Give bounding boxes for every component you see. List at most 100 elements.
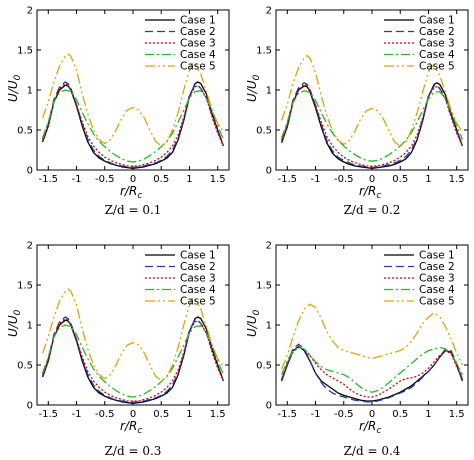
x-tick-label: -1 [311, 409, 321, 420]
x-axis-label: r/Rc [120, 419, 142, 436]
series-line-case-2 [280, 82, 464, 169]
y-tick-label: 1 [266, 86, 272, 97]
y-tick-label: 0.5 [256, 126, 272, 137]
series-line-case-3 [280, 346, 463, 398]
y-axis-label: U/U0 [245, 74, 262, 102]
y-axis-label: U/U0 [245, 309, 262, 337]
x-tick-label: -1.5 [278, 409, 298, 420]
x-tick-label: 0 [369, 409, 375, 420]
x-tick-label: 0 [130, 174, 136, 185]
series-line-case-5 [41, 53, 224, 147]
series-line-case-2 [280, 343, 464, 403]
series-line-case-4 [41, 89, 224, 163]
panel-caption: Z/d = 0.3 [105, 444, 162, 458]
legend-label: Case 1 [419, 15, 455, 27]
svg-text:U/U0: U/U0 [6, 74, 23, 102]
y-tick-label: 0 [266, 401, 272, 412]
y-tick-label: 0 [266, 166, 272, 177]
y-axis-label: U/U0 [6, 309, 23, 337]
x-axis-label: r/Rc [120, 184, 142, 201]
series-line-case-4 [281, 346, 463, 393]
x-tick-label: -0.5 [334, 174, 354, 185]
x-tick-label: 0 [369, 174, 375, 185]
legend-label: Case 5 [180, 61, 216, 73]
panel-caption: Z/d = 0.4 [344, 444, 401, 458]
legend-label: Case 2 [180, 26, 216, 38]
x-tick-label: -1.5 [278, 174, 298, 185]
x-axis-label: r/Rc [359, 184, 381, 201]
x-tick-label: -1 [72, 174, 82, 185]
series-line-case-2 [41, 81, 225, 169]
x-tick-label: 0.5 [153, 409, 169, 420]
y-tick-label: 0 [27, 166, 33, 177]
svg-text:r/Rc: r/Rc [359, 419, 381, 436]
y-tick-label: 2 [266, 6, 272, 17]
legend-label: Case 4 [180, 49, 216, 61]
svg-text:U/U0: U/U0 [245, 309, 262, 337]
x-tick-label: 1.5 [210, 174, 226, 185]
y-tick-label: 1 [27, 321, 33, 332]
x-tick-label: -1.5 [39, 174, 59, 185]
series-line-case-3 [41, 82, 224, 167]
series-line-case-5 [41, 288, 224, 382]
legend-label: Case 5 [180, 296, 216, 308]
x-tick-label: -1 [72, 409, 82, 420]
x-tick-label: 1 [425, 409, 431, 420]
y-tick-label: 2 [266, 241, 272, 252]
series-line-case-1 [280, 82, 464, 170]
legend-label: Case 5 [419, 61, 455, 73]
legend-label: Case 3 [180, 273, 216, 285]
legend-label: Case 4 [419, 49, 455, 61]
x-tick-label: -1 [311, 174, 321, 185]
x-tick-label: 0.5 [392, 174, 408, 185]
y-tick-label: 1.5 [256, 46, 272, 57]
legend-label: Case 2 [180, 261, 216, 273]
legend-label: Case 2 [419, 261, 455, 273]
legend-label: Case 4 [180, 284, 216, 296]
series-line-case-5 [280, 54, 463, 147]
x-tick-label: -0.5 [334, 409, 354, 420]
y-tick-label: 1.5 [256, 281, 272, 292]
y-tick-label: 2 [27, 241, 33, 252]
x-tick-label: 0.5 [392, 409, 408, 420]
svg-text:U/U0: U/U0 [6, 309, 23, 337]
x-tick-label: 1 [425, 174, 431, 185]
y-axis-label: U/U0 [6, 74, 23, 102]
legend-label: Case 3 [419, 273, 455, 285]
svg-text:r/Rc: r/Rc [120, 419, 142, 436]
x-tick-label: 1 [186, 174, 192, 185]
y-tick-label: 0.5 [256, 361, 272, 372]
panel-caption: Z/d = 0.1 [105, 203, 162, 217]
y-tick-label: 0 [27, 401, 33, 412]
y-tick-label: 2 [27, 6, 33, 17]
x-tick-label: 1 [186, 409, 192, 420]
x-tick-label: -0.5 [95, 174, 115, 185]
x-tick-label: 0.5 [153, 174, 169, 185]
series-line-case-3 [280, 83, 463, 167]
legend-label: Case 5 [419, 296, 455, 308]
svg-text:r/Rc: r/Rc [120, 184, 142, 201]
legend-label: Case 3 [180, 38, 216, 50]
legend-label: Case 3 [419, 38, 455, 50]
x-tick-label: 1.5 [210, 409, 226, 420]
legend-label: Case 2 [419, 26, 455, 38]
legend-label: Case 1 [180, 250, 216, 262]
x-tick-label: 0 [130, 409, 136, 420]
x-axis-label: r/Rc [359, 419, 381, 436]
series-line-case-1 [41, 81, 225, 170]
y-tick-label: 0.5 [17, 361, 33, 372]
series-line-case-3 [41, 317, 224, 402]
series-line-case-1 [41, 316, 225, 405]
x-tick-label: 1.5 [449, 174, 465, 185]
series-line-case-4 [280, 90, 463, 162]
y-tick-label: 1 [27, 86, 33, 97]
svg-text:r/Rc: r/Rc [359, 184, 381, 201]
y-tick-label: 1.5 [17, 281, 33, 292]
panel-caption: Z/d = 0.2 [344, 203, 401, 217]
x-tick-label: -0.5 [95, 409, 115, 420]
